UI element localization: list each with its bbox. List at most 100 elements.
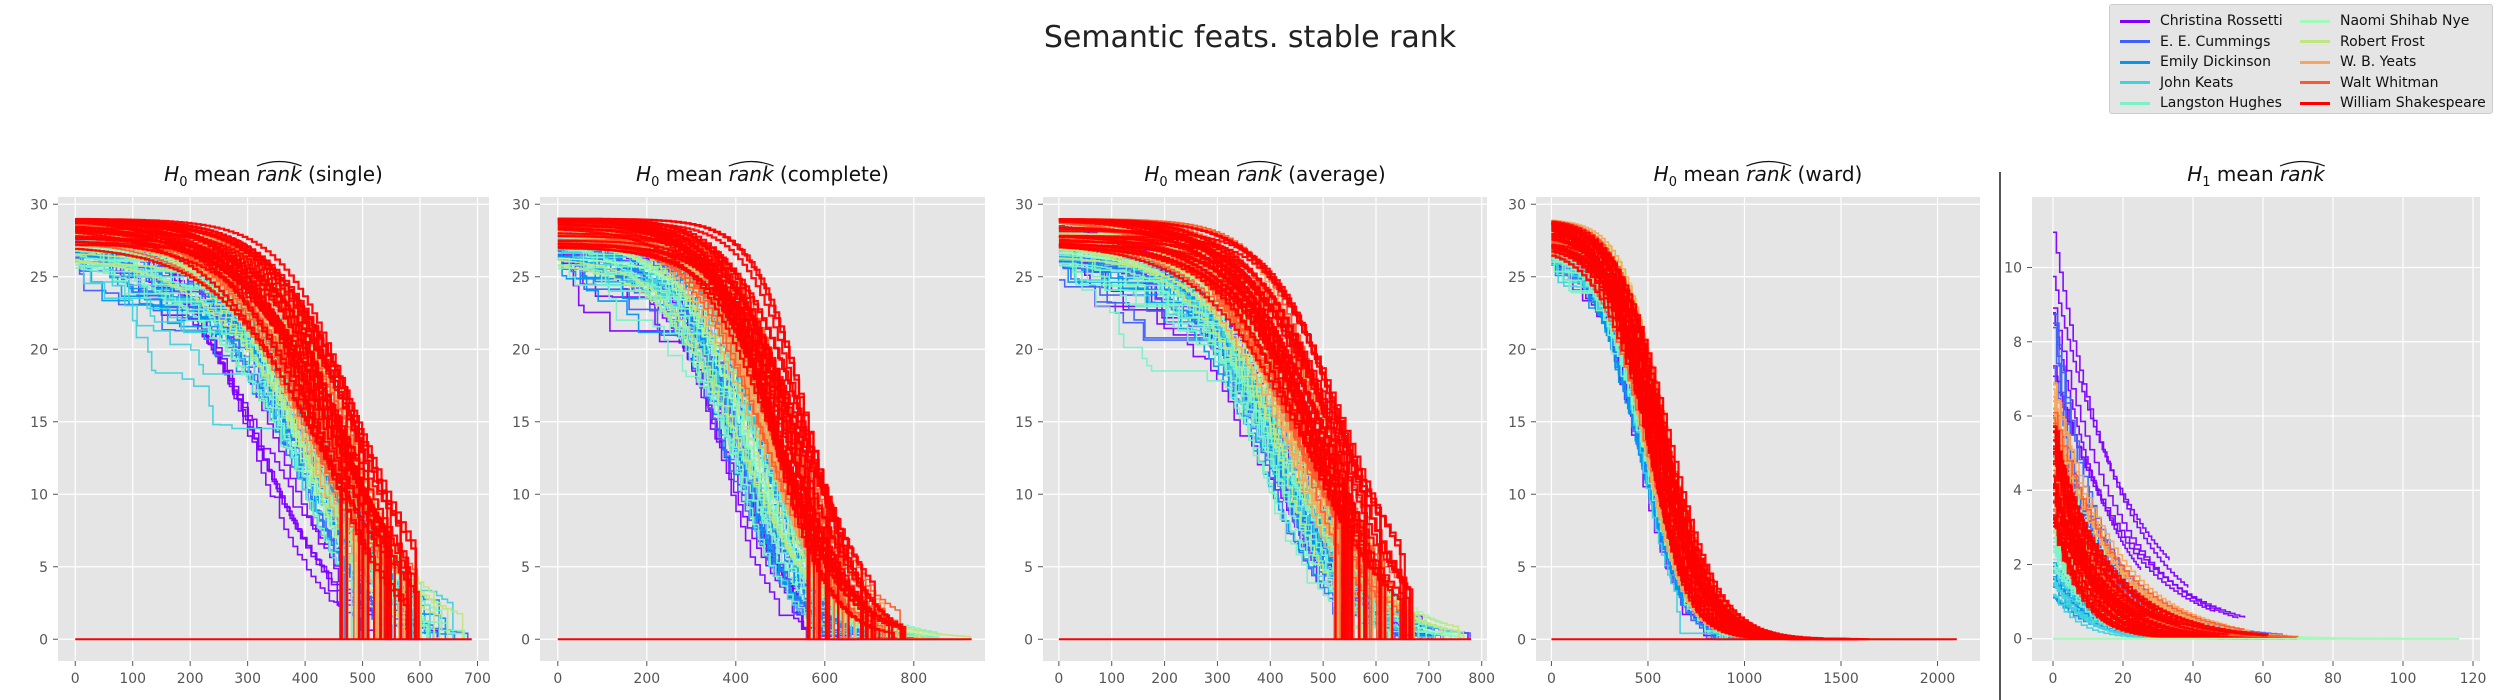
y-tick-label: 5 (521, 560, 530, 576)
y-tick-label: 30 (512, 197, 530, 213)
y-tick-label: 30 (1015, 197, 1033, 213)
legend-swatch (2120, 60, 2150, 64)
x-tick-label: 1000 (1727, 671, 1763, 687)
x-tick-label: 500 (349, 671, 376, 687)
series-line (75, 218, 410, 640)
legend-swatch (2300, 19, 2330, 23)
series-line (1058, 218, 1353, 640)
series-line (1058, 262, 1394, 640)
legend-label: John Keats (2160, 74, 2234, 91)
series-line (557, 239, 895, 640)
series-line (75, 247, 364, 640)
x-tick-label: 300 (1204, 671, 1231, 687)
legend-item: W. B. Yeats (2300, 52, 2416, 72)
y-tick-label: 0 (1024, 632, 1033, 648)
y-tick-label: 5 (1517, 560, 1526, 576)
title-hat (728, 160, 774, 167)
series-line (2053, 383, 2228, 626)
chart-panel: 0 100 200 300 400 500 600 700 0 5 10 15 20 25 30 H0 mea… (30, 160, 491, 687)
y-tick-label: 0 (521, 632, 530, 648)
series-group (1058, 218, 1472, 641)
y-tick-label: 0 (2013, 632, 2022, 648)
legend-item: Robert Frost (2300, 32, 2425, 52)
x-tick-label: 2000 (1920, 671, 1956, 687)
series-line (1058, 248, 1460, 640)
y-tick-label: 10 (2004, 261, 2022, 277)
legend-swatch (2300, 101, 2330, 105)
y-tick-label: 25 (1508, 270, 1526, 286)
series-line (2053, 411, 2245, 630)
y-tick-label: 4 (2013, 483, 2022, 499)
x-tick-label: 0 (71, 671, 80, 687)
legend-item: E. E. Cummings (2120, 32, 2270, 52)
legend-label: Langston Hughes (2160, 95, 2282, 111)
x-tick-label: 120 (2460, 671, 2487, 687)
x-tick-label: 400 (1257, 671, 1284, 687)
x-tick-label: 600 (811, 671, 838, 687)
x-tick-label: 700 (464, 671, 491, 687)
x-tick-label: 100 (2390, 671, 2417, 687)
legend-label: Walt Whitman (2340, 74, 2439, 91)
legend-label: E. E. Cummings (2160, 33, 2271, 50)
x-tick-label: 80 (2324, 671, 2342, 687)
series-line (557, 247, 808, 640)
y-tick-label: 20 (30, 342, 48, 358)
legend-item: William Shakespeare (2300, 93, 2486, 113)
x-tick-label: 800 (1468, 671, 1495, 687)
series-line (557, 235, 863, 640)
legend-label: William Shakespeare (2340, 95, 2486, 111)
series-line (75, 221, 410, 640)
x-tick-label: 100 (1098, 671, 1125, 687)
series-line (1058, 264, 1382, 640)
x-tick-label: 60 (2254, 671, 2272, 687)
y-tick-label: 20 (512, 342, 530, 358)
y-tick-label: 20 (1508, 342, 1526, 358)
x-tick-label: 400 (292, 671, 319, 687)
chart-title: H0 mean rank (single) (164, 162, 383, 190)
chart-panel: 0 200 400 600 800 0 5 10 15 20 25 30 H0 mean rank (c… (512, 160, 985, 687)
y-tick-label: 25 (512, 270, 530, 286)
series-line (2053, 307, 2239, 619)
series-line (2053, 375, 2246, 618)
y-tick-label: 5 (1024, 560, 1033, 576)
y-tick-label: 25 (30, 270, 48, 286)
legend-label: Emily Dickinson (2160, 54, 2271, 70)
x-tick-label: 0 (1054, 671, 1063, 687)
legend-label: Christina Rossetti (2160, 13, 2283, 29)
x-tick-label: 700 (1415, 671, 1442, 687)
y-tick-label: 10 (512, 487, 530, 503)
x-tick-label: 800 (900, 671, 927, 687)
panel-separator (1999, 172, 2001, 700)
series-line (1058, 219, 1402, 640)
series-line (2053, 514, 2170, 636)
chart-panel: 0 500 1000 1500 2000 0 5 10 15 20 25 30 H0 mean rank… (1508, 160, 1980, 687)
series-line (75, 222, 348, 640)
x-tick-label: 200 (1151, 671, 1178, 687)
x-tick-label: 400 (722, 671, 749, 687)
series-line (557, 217, 904, 640)
series-line (557, 250, 822, 640)
y-tick-label: 6 (2013, 409, 2022, 425)
series-line (2053, 312, 2142, 570)
x-tick-label: 0 (1547, 671, 1556, 687)
x-tick-label: 200 (177, 671, 204, 687)
legend-label: Robert Frost (2340, 33, 2425, 50)
legend-swatch (2300, 60, 2330, 64)
series-line (1058, 236, 1386, 640)
x-tick-label: 1500 (1823, 671, 1859, 687)
legend-item: Langston Hughes (2120, 93, 2282, 113)
y-tick-label: 0 (1517, 632, 1526, 648)
y-tick-label: 15 (512, 415, 530, 431)
legend-swatch (2120, 101, 2150, 105)
x-tick-label: 300 (234, 671, 261, 687)
x-tick-label: 20 (2114, 671, 2132, 687)
y-tick-label: 10 (30, 487, 48, 503)
series-group (1551, 219, 1957, 641)
legend: Christina Rossetti E. E. Cummings Emily Di… (2109, 4, 2493, 114)
x-tick-label: 500 (1635, 671, 1662, 687)
figure-title: Semantic feats. stable rank (1043, 20, 1457, 55)
title-hat (2279, 160, 2325, 167)
x-tick-label: 600 (407, 671, 434, 687)
x-tick-label: 100 (119, 671, 146, 687)
